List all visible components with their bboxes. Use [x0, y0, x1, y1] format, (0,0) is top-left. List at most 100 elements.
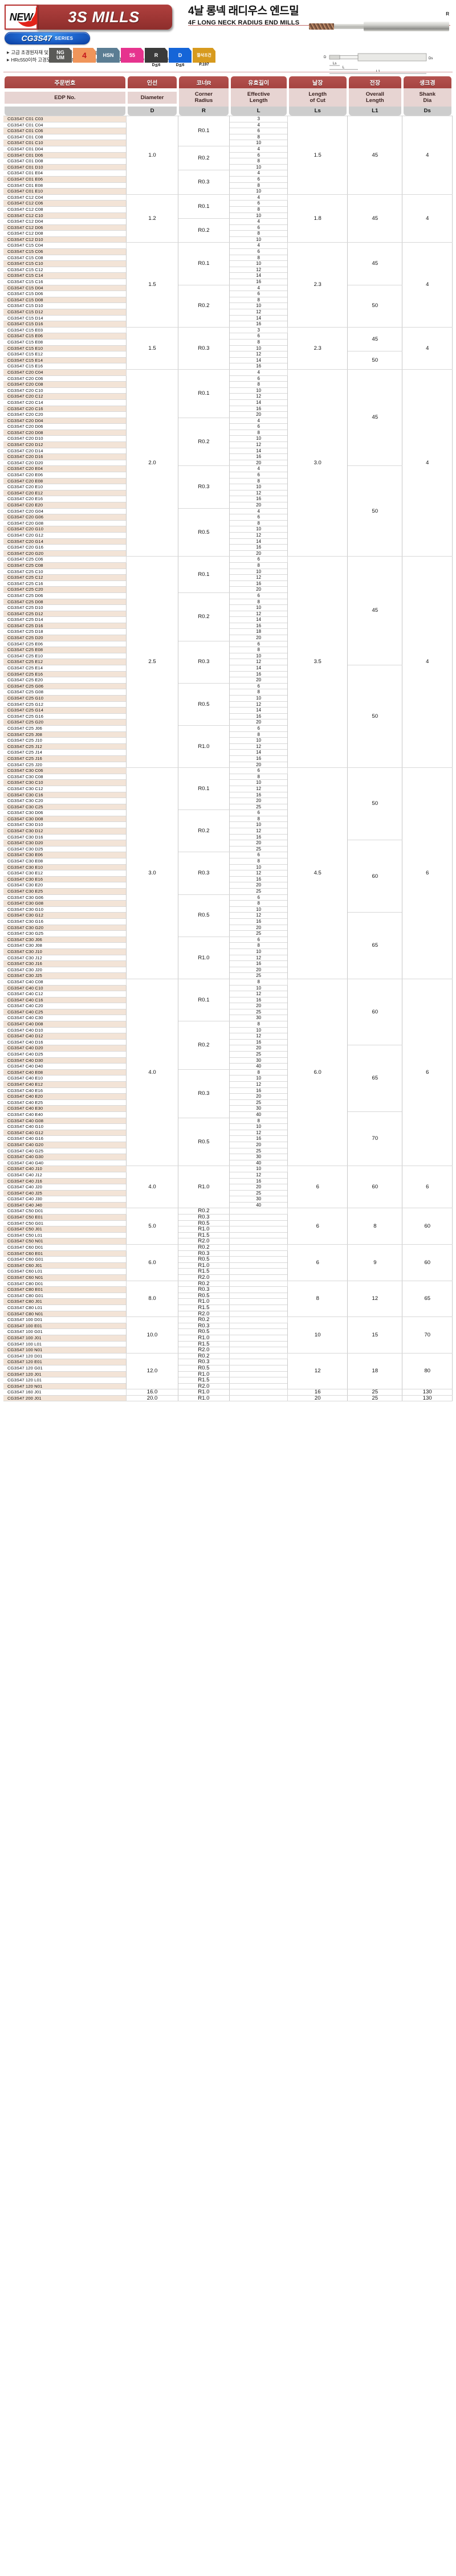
cell-edp-no[interactable]: CG3S47 C30 J20 — [3, 966, 127, 974]
cell-edp-no[interactable]: CG3S47 C01 C08 — [3, 133, 127, 141]
cell-edp-no[interactable]: CG3S47 C25 G20 — [3, 719, 127, 726]
cell-edp-no[interactable]: CG3S47 C15 C16 — [3, 279, 127, 285]
cell-edp-no[interactable]: CG3S47 C60 L01 — [3, 1268, 127, 1275]
cell-edp-no[interactable]: CG3S47 120 N01 — [3, 1383, 127, 1390]
cell-edp-no[interactable]: CG3S47 C30 C12 — [3, 785, 127, 792]
cell-edp-no[interactable]: CG3S47 120 E01 — [3, 1359, 127, 1365]
cell-edp-no[interactable]: CG3S47 C12 C10 — [3, 212, 127, 219]
cell-edp-no[interactable]: CG3S47 C25 E06 — [3, 640, 127, 648]
cell-edp-no[interactable]: CG3S47 C25 J12 — [3, 743, 127, 750]
cell-edp-no[interactable]: CG3S47 C40 E10 — [3, 1075, 127, 1082]
cutting-condition-icon[interactable]: 절삭조건 — [193, 48, 215, 63]
cell-edp-no[interactable]: CG3S47 C30 G12 — [3, 912, 127, 919]
cell-edp-no[interactable]: CG3S47 C30 J10 — [3, 948, 127, 955]
cell-edp-no[interactable]: CG3S47 100 D01 — [3, 1316, 127, 1323]
cell-edp-no[interactable]: CG3S47 C30 C10 — [3, 779, 127, 786]
cell-edp-no[interactable]: CG3S47 C25 D14 — [3, 616, 127, 623]
cell-edp-no[interactable]: CG3S47 C15 C06 — [3, 248, 127, 255]
cell-edp-no[interactable]: CG3S47 C20 C14 — [3, 399, 127, 406]
cell-edp-no[interactable]: CG3S47 C25 C10 — [3, 568, 127, 575]
cell-edp-no[interactable]: CG3S47 C20 E12 — [3, 489, 127, 497]
cell-edp-no[interactable]: CG3S47 C20 C06 — [3, 375, 127, 382]
cell-edp-no[interactable]: CG3S47 C25 J16 — [3, 755, 127, 762]
cell-edp-no[interactable]: CG3S47 C20 G06 — [3, 514, 127, 521]
cell-edp-no[interactable]: CG3S47 C50 G01 — [3, 1220, 127, 1227]
cell-edp-no[interactable]: CG3S47 C20 D10 — [3, 435, 127, 443]
cell-edp-no[interactable]: CG3S47 C40 E30 — [3, 1105, 127, 1112]
cell-edp-no[interactable]: CG3S47 C30 C25 — [3, 803, 127, 811]
cell-edp-no[interactable]: CG3S47 C20 D12 — [3, 441, 127, 448]
cell-edp-no[interactable]: CG3S47 100 E01 — [3, 1322, 127, 1330]
cell-edp-no[interactable]: CG3S47 C40 J12 — [3, 1171, 127, 1179]
cell-edp-no[interactable]: CG3S47 C40 C10 — [3, 984, 127, 992]
cell-edp-no[interactable]: CG3S47 C50 D01 — [3, 1208, 127, 1215]
cell-edp-no[interactable]: CG3S47 C15 D12 — [3, 309, 127, 316]
cell-edp-no[interactable]: CG3S47 C15 E14 — [3, 357, 127, 364]
cell-edp-no[interactable]: CG3S47 C60 E01 — [3, 1250, 127, 1257]
cell-edp-no[interactable]: CG3S47 C30 D06 — [3, 809, 127, 816]
cell-edp-no[interactable]: CG3S47 C25 C08 — [3, 562, 127, 569]
cell-edp-no[interactable]: CG3S47 C30 D20 — [3, 840, 127, 847]
cell-edp-no[interactable]: CG3S47 C30 E06 — [3, 852, 127, 859]
cell-edp-no[interactable]: CG3S47 C15 D06 — [3, 291, 127, 297]
cell-edp-no[interactable]: CG3S47 C01 C10 — [3, 140, 127, 146]
cell-edp-no[interactable]: CG3S47 C40 D20 — [3, 1045, 127, 1052]
cell-edp-no[interactable]: CG3S47 C80 E01 — [3, 1286, 127, 1293]
cell-edp-no[interactable]: CG3S47 C40 G10 — [3, 1123, 127, 1130]
cell-edp-no[interactable]: CG3S47 C25 E12 — [3, 659, 127, 666]
cell-edp-no[interactable]: CG3S47 C15 C04 — [3, 242, 127, 250]
cell-edp-no[interactable]: CG3S47 C25 G06 — [3, 682, 127, 690]
cell-edp-no[interactable]: CG3S47 C25 C12 — [3, 574, 127, 581]
cell-edp-no[interactable]: CG3S47 C30 G16 — [3, 918, 127, 925]
cell-edp-no[interactable]: CG3S47 C40 C30 — [3, 1015, 127, 1022]
cell-edp-no[interactable]: CG3S47 C25 D16 — [3, 622, 127, 629]
cell-edp-no[interactable]: CG3S47 C25 G08 — [3, 689, 127, 696]
cell-edp-no[interactable]: CG3S47 C12 D10 — [3, 236, 127, 243]
cell-edp-no[interactable]: CG3S47 C40 C08 — [3, 978, 127, 986]
cell-edp-no[interactable]: CG3S47 C40 G30 — [3, 1154, 127, 1160]
cell-edp-no[interactable]: CG3S47 C25 E14 — [3, 665, 127, 672]
cell-edp-no[interactable]: CG3S47 C20 G10 — [3, 526, 127, 533]
cell-edp-no[interactable]: CG3S47 C01 E04 — [3, 170, 127, 177]
cell-edp-no[interactable]: CG3S47 C25 G16 — [3, 713, 127, 720]
cell-edp-no[interactable]: CG3S47 C15 D08 — [3, 296, 127, 304]
cell-edp-no[interactable]: CG3S47 C20 E20 — [3, 502, 127, 509]
cell-edp-no[interactable]: CG3S47 C01 D06 — [3, 152, 127, 159]
cell-edp-no[interactable]: CG3S47 C40 D12 — [3, 1033, 127, 1040]
cell-edp-no[interactable]: CG3S47 C15 C08 — [3, 254, 127, 261]
cell-edp-no[interactable]: CG3S47 C20 E10 — [3, 484, 127, 490]
cell-edp-no[interactable]: CG3S47 C01 E10 — [3, 188, 127, 195]
cell-edp-no[interactable]: CG3S47 C20 D16 — [3, 453, 127, 460]
cell-edp-no[interactable]: CG3S47 C15 D04 — [3, 284, 127, 292]
cell-edp-no[interactable]: CG3S47 C30 J25 — [3, 972, 127, 979]
cell-edp-no[interactable]: CG3S47 C80 L01 — [3, 1304, 127, 1311]
cell-edp-no[interactable]: CG3S47 C40 G08 — [3, 1117, 127, 1125]
cell-edp-no[interactable]: CG3S47 C12 C06 — [3, 200, 127, 207]
cell-edp-no[interactable]: CG3S47 C40 D16 — [3, 1038, 127, 1046]
cell-edp-no[interactable]: CG3S47 C30 G20 — [3, 924, 127, 931]
cell-edp-no[interactable]: CG3S47 C01 C06 — [3, 128, 127, 134]
cell-edp-no[interactable]: CG3S47 C25 E16 — [3, 670, 127, 678]
cell-edp-no[interactable]: CG3S47 C30 D25 — [3, 845, 127, 853]
cell-edp-no[interactable]: CG3S47 C40 J20 — [3, 1184, 127, 1191]
cell-edp-no[interactable]: CG3S47 C30 E25 — [3, 888, 127, 895]
cell-edp-no[interactable]: CG3S47 C80 G01 — [3, 1292, 127, 1299]
cell-edp-no[interactable]: CG3S47 C25 G12 — [3, 701, 127, 708]
cell-edp-no[interactable]: CG3S47 C12 C04 — [3, 194, 127, 201]
cell-edp-no[interactable]: CG3S47 C15 E08 — [3, 338, 127, 346]
cell-edp-no[interactable]: CG3S47 C15 E16 — [3, 363, 127, 370]
cell-edp-no[interactable]: CG3S47 C15 D16 — [3, 321, 127, 328]
cell-edp-no[interactable]: CG3S47 C25 E10 — [3, 652, 127, 660]
cell-edp-no[interactable]: CG3S47 C20 C20 — [3, 411, 127, 418]
cell-edp-no[interactable]: CG3S47 120 J01 — [3, 1371, 127, 1378]
cell-edp-no[interactable]: CG3S47 C25 C16 — [3, 580, 127, 587]
cell-edp-no[interactable]: CG3S47 C30 C06 — [3, 767, 127, 774]
cell-edp-no[interactable]: CG3S47 C15 E03 — [3, 326, 127, 334]
cell-edp-no[interactable]: CG3S47 C01 D04 — [3, 145, 127, 153]
cell-edp-no[interactable]: CG3S47 C20 C10 — [3, 387, 127, 394]
cell-edp-no[interactable]: CG3S47 C01 C03 — [3, 116, 127, 122]
cell-edp-no[interactable]: CG3S47 C01 E06 — [3, 175, 127, 183]
cell-edp-no[interactable]: CG3S47 200 J01 — [3, 1395, 127, 1402]
cell-edp-no[interactable]: CG3S47 C12 D06 — [3, 224, 127, 231]
cell-edp-no[interactable]: CG3S47 C20 G16 — [3, 544, 127, 551]
